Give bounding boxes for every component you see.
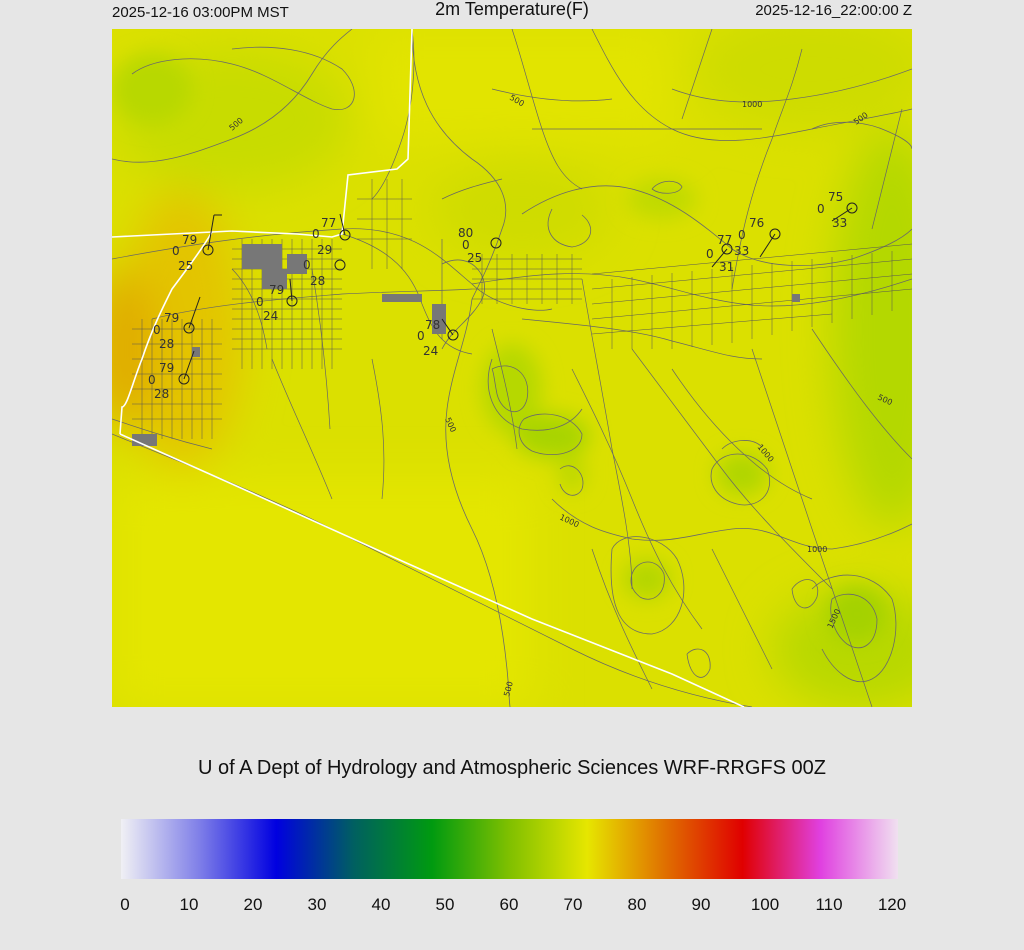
station-value: 0 <box>417 329 425 343</box>
station-marker-icon <box>846 202 858 214</box>
map-title: 2m Temperature(F) <box>435 0 589 19</box>
station-plots: 79 0 25 77 0 29 0 28 79 0 <box>148 190 858 401</box>
wind-barb-icon <box>339 213 346 236</box>
road-network <box>112 29 912 707</box>
station-value: 0 <box>256 295 264 309</box>
colorbar-tick: 90 <box>691 895 711 914</box>
station-s4: 79 0 24 <box>256 278 298 323</box>
station-value: 0 <box>462 238 470 252</box>
station-dewpoint: 28 <box>310 274 325 288</box>
station-s3: 0 28 <box>303 258 346 288</box>
station-s2: 77 0 29 <box>312 213 351 257</box>
wind-barb-icon <box>289 278 293 302</box>
station-dewpoint: 29 <box>317 243 332 257</box>
station-marker-icon <box>202 244 214 256</box>
station-temp: 79 <box>269 283 284 297</box>
station-value: 0 <box>172 244 180 258</box>
station-dewpoint: 33 <box>832 216 847 230</box>
temperature-map: 500 500 1000 500 500 500 1000 1000 1000 … <box>112 29 912 707</box>
station-marker-icon <box>334 259 346 271</box>
colorbar-tick: 40 <box>371 895 391 914</box>
model-credit: U of A Dept of Hydrology and Atmospheric… <box>197 757 827 779</box>
colorbar-tick: 120 <box>877 895 907 914</box>
temperature-colorbar <box>121 819 898 879</box>
city-grids <box>132 179 912 439</box>
station-s7: 80 0 25 <box>458 226 502 265</box>
station-temp: 79 <box>182 233 197 247</box>
elevation-contours <box>112 29 912 707</box>
colorbar-tick: 10 <box>179 895 199 914</box>
contour-label: 1000 <box>807 545 827 554</box>
station-value: 0 <box>153 323 161 337</box>
station-value: 0 <box>303 258 311 272</box>
valid-time-utc: 2025-12-16_22:00:00 Z <box>755 2 912 19</box>
contour-label: 500 <box>502 680 515 697</box>
station-s10: 77 0 31 <box>706 233 734 274</box>
station-s11: 75 0 33 <box>817 190 858 230</box>
station-dewpoint: 24 <box>263 309 278 323</box>
station-dewpoint: 31 <box>719 260 734 274</box>
station-marker-icon <box>339 229 351 241</box>
colorbar-tick: 70 <box>563 895 583 914</box>
station-dewpoint: 24 <box>423 344 438 358</box>
station-marker-icon <box>183 322 195 334</box>
wind-barb-icon <box>207 214 222 251</box>
wind-barb-icon <box>759 233 776 258</box>
station-s1: 79 0 25 <box>172 214 222 273</box>
station-value: 0 <box>817 202 825 216</box>
colorbar-tick: 0 <box>120 895 130 914</box>
station-temp: 75 <box>828 190 843 204</box>
valid-time-local: 2025-12-16 03:00PM MST <box>112 4 289 21</box>
station-temp: 79 <box>159 361 174 375</box>
station-marker-icon <box>447 329 459 341</box>
station-s6: 79 0 28 <box>148 350 195 401</box>
station-temp: 77 <box>321 216 336 230</box>
station-temp: 80 <box>458 226 473 240</box>
station-marker-icon <box>490 237 502 249</box>
station-dewpoint: 28 <box>159 337 174 351</box>
wind-barb-icon <box>183 350 195 380</box>
station-value: 0 <box>706 247 714 261</box>
station-s9: 76 0 33 <box>734 216 781 258</box>
station-marker-icon <box>769 228 781 240</box>
colorbar-tick: 60 <box>499 895 519 914</box>
colorbar-tick: 100 <box>750 895 780 914</box>
colorbar-tick: 80 <box>627 895 647 914</box>
station-marker-icon <box>178 373 190 385</box>
station-dewpoint: 33 <box>734 244 749 258</box>
station-s8: 78 0 24 <box>417 318 459 358</box>
wind-barb-icon <box>711 248 728 268</box>
station-dewpoint: 25 <box>178 259 193 273</box>
station-s5: 79 0 28 <box>153 296 201 351</box>
colorbar-tick: 20 <box>243 895 263 914</box>
station-value: 0 <box>738 228 746 242</box>
colorbar-tick: 50 <box>435 895 455 914</box>
station-temp: 79 <box>164 311 179 325</box>
colorbar-tick: 110 <box>815 895 843 914</box>
contour-label: 1000 <box>742 100 762 109</box>
wind-barb-icon <box>441 318 454 336</box>
wind-barb-icon <box>831 207 853 222</box>
station-temp: 78 <box>425 318 440 332</box>
station-value: 0 <box>148 373 156 387</box>
station-dewpoint: 25 <box>467 251 482 265</box>
wind-barb-icon <box>188 296 201 329</box>
colorbar-tick: 30 <box>307 895 327 914</box>
station-temp: 76 <box>749 216 764 230</box>
station-value: 0 <box>312 227 320 241</box>
boundary-lines <box>112 29 745 707</box>
station-marker-icon <box>721 243 733 255</box>
station-dewpoint: 28 <box>154 387 169 401</box>
station-temp: 77 <box>717 233 732 247</box>
urban-patches <box>132 244 800 446</box>
